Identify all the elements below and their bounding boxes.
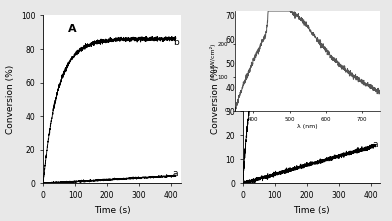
Text: a: a [372,140,378,149]
Text: A: A [68,24,76,34]
Text: b: b [173,38,178,47]
Text: B: B [256,86,265,96]
X-axis label: Time (s): Time (s) [293,206,330,215]
X-axis label: Time (s): Time (s) [94,206,130,215]
Text: a: a [173,169,178,178]
Y-axis label: I₀ (μW/cm²): I₀ (μW/cm²) [211,43,216,78]
Y-axis label: Conversion (%): Conversion (%) [211,65,220,134]
X-axis label: λ (nm): λ (nm) [298,124,318,129]
Y-axis label: Conversion (%): Conversion (%) [6,65,15,134]
Text: b: b [372,40,378,49]
